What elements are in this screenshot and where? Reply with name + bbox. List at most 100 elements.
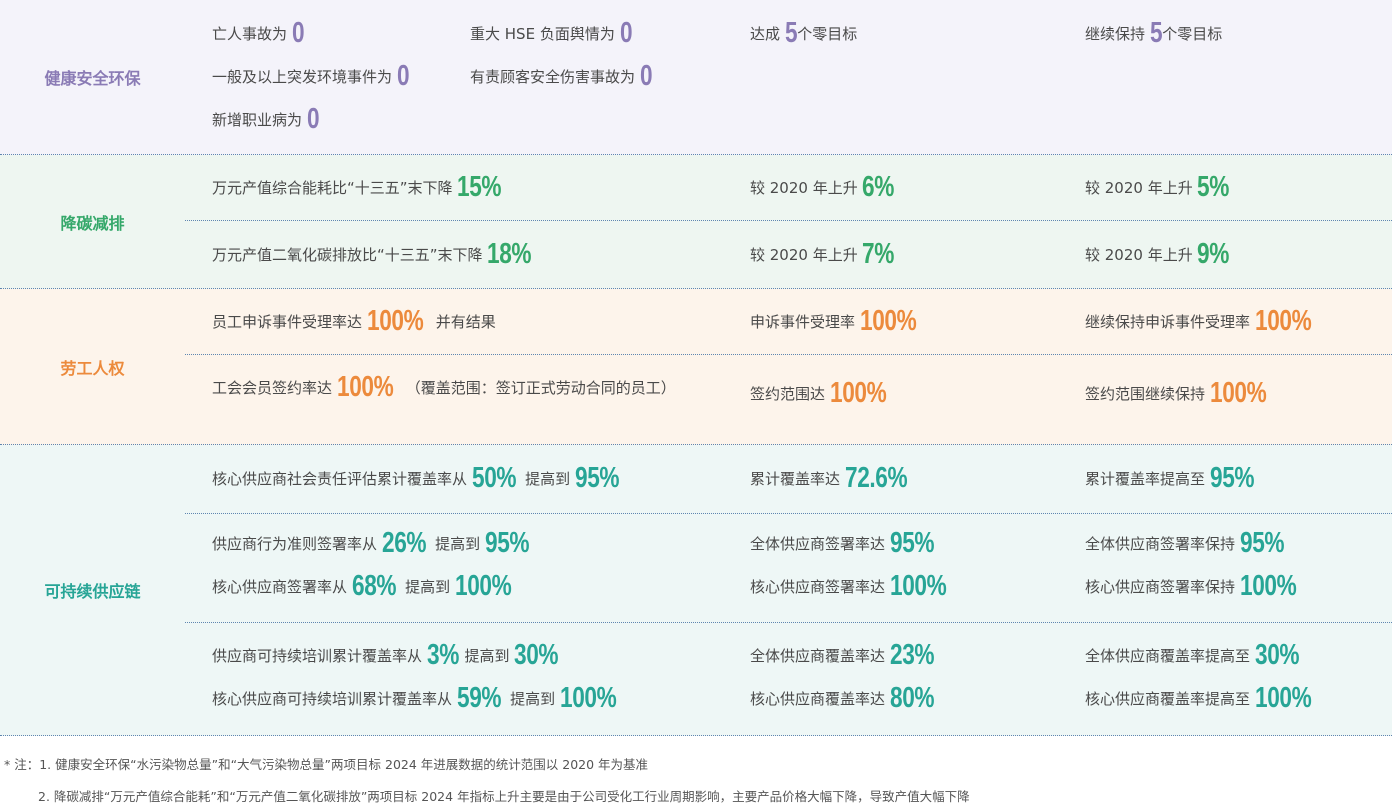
target-text: 提高到 (400, 578, 455, 596)
highlight-value: 0 (291, 17, 305, 49)
target-text: 有责顾客安全伤害事故为 (470, 68, 640, 86)
target-text: 核心供应商签署率保持 (1085, 578, 1240, 596)
target-text: 累计覆盖率提高至 (1085, 470, 1210, 488)
highlight-value: 23% (889, 639, 934, 671)
highlight-value: 5 (784, 17, 798, 49)
target-text: 申诉事件受理率 (750, 313, 860, 331)
target-line: 万元产值综合能耗比“十三五”末下降 15% (212, 166, 750, 209)
highlight-value: 95% (484, 527, 529, 559)
section-label: 健康安全环保 (44, 69, 141, 88)
target-line: 万元产值二氧化碳排放比“十三五”末下降 18% (212, 233, 750, 276)
footnote-text: 2. 降碳减排“万元产值综合能耗”和“万元产值二氧化碳排放”两项目标 2024 … (38, 789, 970, 804)
target-2025-plan-cell: 继续保持申诉事件受理率 100% (1085, 300, 1392, 354)
target-line: 申诉事件受理率 100% (750, 300, 1085, 343)
target-line: 全体供应商签署率达 95% (750, 522, 1085, 565)
target-line: 核心供应商可持续培训累计覆盖率从 59% 提高到 100% (212, 677, 750, 720)
target-text: 供应商行为准则签署率从 (212, 535, 382, 553)
target-line: 较 2020 年上升 5% (1085, 166, 1392, 209)
target-text: 核心供应商可持续培训累计覆盖率从 (212, 690, 457, 708)
target-text: 核心供应商签署率从 (212, 578, 352, 596)
target-grid: 亡人事故为 0 重大 HSE 负面舆情为 0 一般及以上突发环境事件为 0 有责顾客安… (212, 12, 750, 141)
target-line: 较 2020 年上升 6% (750, 166, 1085, 209)
target-text: 较 2020 年上升 (750, 246, 863, 264)
target-line: 继续保持申诉事件受理率 100% (1085, 300, 1392, 343)
progress-2024-cell: 全体供应商覆盖率达 23% 核心供应商覆盖率达 80% (750, 634, 1085, 735)
highlight-value: 95% (1209, 462, 1254, 494)
target-line: 签约范围继续保持 100% (1085, 372, 1392, 415)
target-line: 核心供应商签署率从 68% 提高到 100% (212, 565, 750, 608)
target-text: 继续保持 (1085, 25, 1150, 43)
section-4: 可持续供应链 核心供应商社会责任评估累计覆盖率从 50% 提高到 95% 累计覆盖率… (0, 445, 1392, 736)
highlight-value: 15% (457, 171, 502, 203)
highlight-value: 7% (862, 238, 895, 270)
table-row: 核心供应商社会责任评估累计覆盖率从 50% 提高到 95% 累计覆盖率达 72.6… (185, 445, 1392, 514)
target-text: 达成 (750, 25, 785, 43)
highlight-value: 0 (619, 17, 633, 49)
target-text: 供应商可持续培训累计覆盖率从 (212, 647, 427, 665)
target-text: 一般及以上突发环境事件为 (212, 68, 397, 86)
target-text: 亡人事故为 (212, 25, 292, 43)
table-row: 员工申诉事件受理率达 100% 并有结果 申诉事件受理率 100% 继续保持申诉事件… (185, 289, 1392, 355)
highlight-value: 0 (396, 60, 410, 92)
highlight-value: 0 (306, 103, 320, 135)
target-line: 签约范围达 100% (750, 372, 1085, 415)
target-line: 较 2020 年上升 9% (1085, 233, 1392, 276)
highlight-value: 6% (862, 171, 895, 203)
target-2025-plan-cell: 累计覆盖率提高至 95% (1085, 457, 1392, 513)
target-line: 全体供应商覆盖率达 23% (750, 634, 1085, 677)
target-line: 达成 5 个零目标 (750, 12, 1085, 55)
progress-2024-cell: 达成 5 个零目标 (750, 12, 1085, 154)
target-text: 全体供应商覆盖率达 (750, 647, 890, 665)
target-text: 签约范围继续保持 (1085, 385, 1210, 403)
highlight-value: 100% (1239, 570, 1297, 602)
target-line: 工会会员签约率达 100% （覆盖范围：签订正式劳动合同的员工） (212, 372, 712, 403)
highlight-value: 100% (889, 570, 947, 602)
highlight-value: 72.6% (844, 462, 908, 494)
target-line: 员工申诉事件受理率达 100% 并有结果 (212, 300, 750, 343)
target-line: 继续保持 5 个零目标 (1085, 12, 1392, 55)
target-text: 提高到 (505, 690, 560, 708)
target-line: 较 2020 年上升 7% (750, 233, 1085, 276)
target-text: 全体供应商签署率达 (750, 535, 890, 553)
highlight-value: 3% (426, 639, 459, 671)
target-text: 新增职业病为 (212, 111, 307, 129)
highlight-value: 100% (454, 570, 512, 602)
target-2025-cell: 供应商行为准则签署率从 26% 提高到 95% 核心供应商签署率从 68% 提高到… (185, 522, 750, 622)
target-text: 个零目标 (792, 25, 858, 43)
target-2025-cell: 万元产值二氧化碳排放比“十三五”末下降 18% (185, 233, 750, 288)
progress-2024-cell: 较 2020 年上升 6% (750, 166, 1085, 220)
highlight-value: 50% (471, 462, 516, 494)
highlight-value: 100% (1209, 377, 1267, 409)
target-text: 个零目标 (1157, 25, 1223, 43)
target-text: 并有结果 (430, 313, 496, 331)
highlight-value: 95% (1239, 527, 1284, 559)
target-text: 全体供应商覆盖率提高至 (1085, 647, 1255, 665)
highlight-value: 100% (859, 305, 917, 337)
highlight-value: 80% (889, 682, 934, 714)
table-row: 万元产值综合能耗比“十三五”末下降 15% 较 2020 年上升 6% 较 2020… (185, 155, 1392, 221)
target-line: 核心供应商社会责任评估累计覆盖率从 50% 提高到 95% (212, 457, 750, 500)
target-text: 核心供应商签署率达 (750, 578, 890, 596)
section-rows: 亡人事故为 0 重大 HSE 负面舆情为 0 一般及以上突发环境事件为 0 有责顾客安… (185, 0, 1392, 154)
target-text: 较 2020 年上升 (750, 179, 863, 197)
highlight-value: 26% (381, 527, 426, 559)
target-text: 万元产值二氧化碳排放比“十三五”末下降 (212, 246, 488, 264)
target-text: 重大 HSE 负面舆情为 (470, 25, 620, 43)
target-line: 全体供应商覆盖率提高至 30% (1085, 634, 1392, 677)
target-text: 提高到 (520, 470, 575, 488)
target-text: 继续保持申诉事件受理率 (1085, 313, 1255, 331)
target-2025-cell: 工会会员签约率达 100% （覆盖范围：签订正式劳动合同的员工） (185, 372, 750, 444)
section-rows: 核心供应商社会责任评估累计覆盖率从 50% 提高到 95% 累计覆盖率达 72.6… (185, 445, 1392, 735)
target-line: 全体供应商签署率保持 95% (1085, 522, 1392, 565)
highlight-value: 68% (351, 570, 396, 602)
target-text: 较 2020 年上升 (1085, 179, 1198, 197)
target-line: 累计覆盖率提高至 95% (1085, 457, 1392, 500)
section-label: 可持续供应链 (44, 582, 141, 601)
highlight-value: 100% (336, 371, 394, 403)
target-text: 核心供应商覆盖率提高至 (1085, 690, 1255, 708)
target-text: 工会会员签约率达 (212, 379, 337, 397)
target-2025-plan-cell: 继续保持 5 个零目标 (1085, 12, 1392, 154)
target-line: 有责顾客安全伤害事故为 0 (470, 55, 750, 98)
highlight-value: 100% (829, 377, 887, 409)
target-text: 核心供应商社会责任评估累计覆盖率从 (212, 470, 472, 488)
